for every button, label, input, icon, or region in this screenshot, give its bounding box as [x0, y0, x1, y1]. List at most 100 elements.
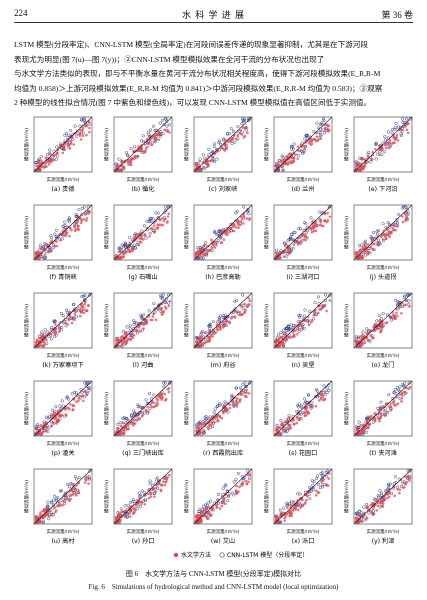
scatter-dot	[143, 233, 147, 236]
scatter-dot	[299, 143, 303, 147]
scatter-dot	[404, 217, 408, 221]
scatter-dot	[406, 131, 410, 135]
scatter-dot	[155, 397, 158, 400]
scatter-dot	[52, 421, 55, 425]
diagonal-line	[193, 292, 253, 349]
scatter-dot	[296, 148, 300, 152]
scatter-dot	[163, 128, 167, 132]
scatter-dot	[242, 390, 246, 394]
diagonal-line	[273, 468, 333, 525]
scatter-dot	[327, 383, 331, 387]
scatter-dot	[401, 215, 404, 218]
scatter-dot	[360, 243, 364, 247]
scatter-dot	[385, 321, 389, 324]
scatter-dot	[118, 421, 122, 425]
scatter-dot	[219, 326, 222, 330]
scatter-dot	[321, 117, 326, 121]
scatter-dot	[289, 323, 293, 327]
scatter-dot	[395, 386, 399, 390]
scatter-dot	[72, 390, 77, 394]
scatter-dot	[278, 344, 282, 348]
scatter-dot	[359, 344, 362, 347]
scatter-dot	[43, 241, 47, 245]
scatter-dot	[199, 254, 202, 257]
scatter-dot	[229, 127, 233, 131]
scatter-dot	[122, 415, 126, 420]
scatter-dot	[65, 396, 69, 400]
scatter-dot	[215, 243, 218, 247]
panel-label: (p) 潼关	[51, 449, 74, 457]
scatter-dot	[311, 483, 315, 487]
diagonal-line	[193, 468, 253, 525]
text-line: 与水文学方法类似的表现，即与不平衡水量在黄河干流分布状况相关程度高，使得下游河段…	[14, 69, 381, 78]
scatter-dot	[159, 293, 163, 298]
diagonal-line	[113, 468, 173, 525]
scatter-dot	[299, 506, 302, 509]
scatter-dot	[42, 508, 46, 512]
scatter-dot	[208, 499, 213, 503]
scatter-dot	[363, 239, 367, 243]
y-axis-label: 模拟流量/(m³/s)	[183, 480, 190, 513]
diagonal-line	[33, 116, 93, 173]
scatter-dot	[160, 307, 163, 310]
scatter-dot	[129, 157, 133, 161]
scatter-dot	[67, 485, 72, 489]
scatter-dot	[166, 215, 170, 218]
scatter-dot	[35, 164, 39, 168]
scatter-dot	[77, 399, 80, 403]
scatter-dot	[281, 337, 285, 341]
scatter-dot	[140, 236, 143, 240]
scatter-dot	[52, 498, 56, 502]
subplot: 实测流量/(m³/s) 模拟流量/(m³/s) (c) 刘家峡	[183, 116, 253, 193]
scatter-dot	[314, 489, 318, 493]
scatter-dot	[215, 506, 218, 509]
scatter-dot	[77, 397, 81, 400]
scatter-dot	[387, 232, 390, 236]
scatter-dot	[163, 300, 167, 304]
scatter-dot	[285, 254, 289, 258]
scatter-dot	[205, 162, 209, 165]
scatter-dot	[365, 516, 369, 520]
scatter-dot	[70, 493, 73, 497]
scatter-dot	[212, 230, 217, 234]
scatter-dot	[153, 221, 156, 224]
scatter-dot	[300, 141, 304, 145]
scatter-dot	[387, 405, 391, 408]
scatter-dot	[385, 410, 388, 413]
scatter-dot	[326, 128, 329, 131]
scatter-dot	[383, 497, 386, 501]
scatter-dot	[323, 392, 327, 396]
scatter-dot	[35, 426, 38, 430]
scatter-dot	[199, 251, 203, 255]
scatter-dot	[398, 306, 401, 309]
x-axis-label: 实测流量/(m³/s)	[206, 176, 239, 183]
scatter-dot	[143, 502, 147, 506]
scatter-dot	[47, 160, 51, 163]
scatter-dot	[310, 401, 314, 405]
scatter-dot	[211, 424, 215, 428]
scatter-dot	[64, 132, 69, 136]
scatter-dot	[392, 135, 395, 138]
scatter-dot	[296, 145, 300, 148]
scatter-dot	[157, 132, 160, 136]
scatter-dot	[163, 305, 167, 309]
scatter-dot	[205, 165, 209, 168]
scatter-dot	[355, 344, 359, 348]
y-axis-label: 模拟流量/(m³/s)	[183, 392, 190, 425]
y-axis-label: 模拟流量/(m³/s)	[103, 392, 110, 425]
scatter-dot	[148, 407, 152, 411]
scatter-dot	[224, 230, 228, 233]
scatter-dot	[279, 512, 283, 515]
scatter-dot	[224, 323, 227, 326]
scatter-dot	[211, 420, 214, 424]
scatter-dot	[60, 399, 64, 403]
scatter-dot	[201, 256, 205, 260]
scatter-dot	[37, 161, 40, 165]
scatter-dot	[301, 318, 305, 322]
scatter-dot	[147, 488, 151, 492]
scatter-dot	[204, 338, 208, 342]
scatter-dot	[136, 403, 140, 407]
subplot: 实测流量/(m³/s) 模拟流量/(m³/s) (p) 潼关	[23, 380, 93, 457]
subplot: 实测流量/(m³/s) 模拟流量/(m³/s) (h) 巴彦高勒	[183, 204, 253, 281]
scatter-dot	[164, 475, 167, 479]
